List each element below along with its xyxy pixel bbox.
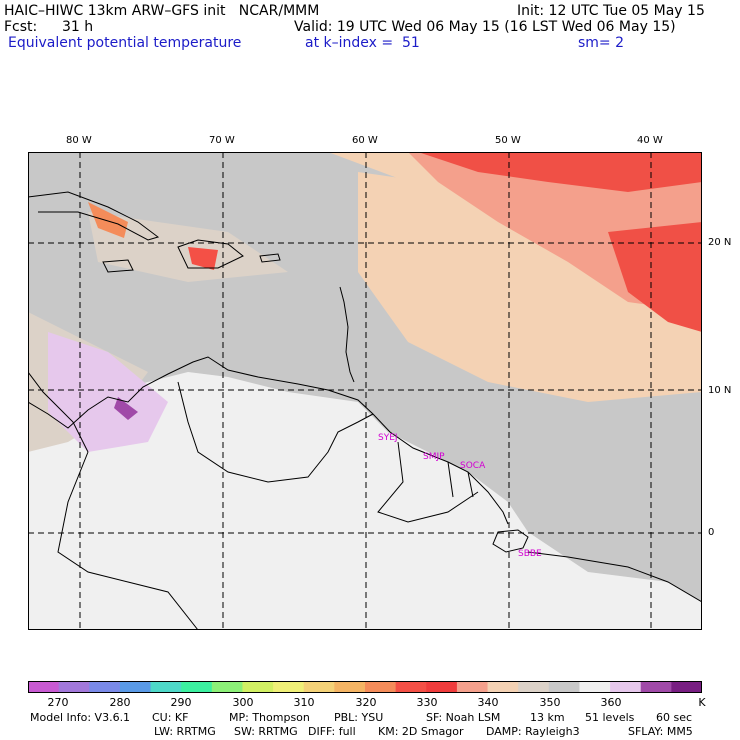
central-america-coast xyxy=(28,371,89,453)
cuba-coast xyxy=(28,191,160,241)
footer-pbl: PBL: YSU xyxy=(334,711,384,724)
color-bar-swatch xyxy=(89,681,121,693)
hispaniola-coast xyxy=(177,239,244,269)
footer-sw: SW: RRTMG xyxy=(234,725,298,738)
color-bar-frame xyxy=(28,681,702,693)
footer-timestep: 60 sec xyxy=(656,711,693,724)
color-bar-swatch xyxy=(395,681,427,693)
south-america-region xyxy=(28,372,702,630)
color-bar-swatch xyxy=(150,681,182,693)
lon-label-70w: 70 W xyxy=(209,135,235,146)
cbar-label-360: 360 xyxy=(600,696,622,709)
lat-label-20n: 20 N xyxy=(708,237,732,248)
color-bar-swatch xyxy=(273,681,305,693)
cbar-label-330: 330 xyxy=(416,696,438,709)
theta-e-band-365 xyxy=(114,397,138,420)
footer-mp: MP: Thompson xyxy=(229,711,310,724)
south-america-north-coast xyxy=(28,356,509,525)
lesser-antilles xyxy=(339,286,355,383)
footer-levels: 51 levels xyxy=(585,711,635,724)
footer-lw: LW: RRTMG xyxy=(154,725,216,738)
color-bar-swatch xyxy=(579,681,611,693)
color-bar-swatch xyxy=(365,681,397,693)
color-bar-swatch xyxy=(28,681,60,693)
venezuela-border xyxy=(177,381,374,483)
field-name: Equivalent potential temperature xyxy=(8,35,242,51)
color-bar-swatch xyxy=(426,681,458,693)
level-index: at k–index = 51 xyxy=(305,35,420,51)
coastlines xyxy=(28,191,702,630)
cuba-heat xyxy=(88,202,128,238)
color-bar-swatch xyxy=(242,681,274,693)
model-title: HAIC–HIWC 13km ARW–GFS init NCAR/MMM xyxy=(4,3,320,19)
lon-label-50w: 50 W xyxy=(495,135,521,146)
color-bar-swatch xyxy=(334,681,366,693)
forecast-label: Fcst: xyxy=(4,19,38,35)
lat-label-0: 0 xyxy=(708,527,715,538)
valid-time: Valid: 19 UTC Wed 06 May 15 (16 LST Wed … xyxy=(294,19,676,35)
footer-cu: CU: KF xyxy=(152,711,189,724)
station-sbbe: SBBE xyxy=(518,549,542,559)
color-bar-swatch xyxy=(610,681,642,693)
color-bar xyxy=(28,681,702,693)
station-smjp: SMJP xyxy=(423,452,445,462)
color-bar-swatch xyxy=(671,681,702,693)
forecast-hours: 31 h xyxy=(62,19,94,35)
color-bar-swatch xyxy=(58,681,90,693)
suriname-border xyxy=(447,461,474,498)
cbar-label-350: 350 xyxy=(539,696,561,709)
color-bar-swatch xyxy=(181,681,213,693)
theta-e-map: SYEJ SMJP SOCA SBBE xyxy=(28,152,702,630)
footer-sf: SF: Noah LSM xyxy=(426,711,501,724)
lon-label-60w: 60 W xyxy=(352,135,378,146)
colombia-border xyxy=(57,451,199,630)
station-syej: SYEJ xyxy=(378,433,398,443)
color-bar-swatch xyxy=(303,681,335,693)
color-bar-swatch xyxy=(518,681,550,693)
color-bar-swatch xyxy=(456,681,489,693)
hispaniola-heat xyxy=(188,247,218,270)
color-bar-swatch xyxy=(119,681,152,693)
smoothing-value: sm= 2 xyxy=(578,35,625,51)
init-time: Init: 12 UTC Tue 05 May 15 xyxy=(517,3,705,19)
lat-label-10n: 10 N xyxy=(708,385,732,396)
cbar-label-290: 290 xyxy=(170,696,192,709)
theta-e-band-330-north xyxy=(418,152,702,192)
theta-e-band-360 xyxy=(48,332,168,452)
color-bar-swatch xyxy=(640,681,672,693)
footer-resolution: 13 km xyxy=(530,711,565,724)
color-bar-swatch xyxy=(211,681,243,693)
lon-label-40w: 40 W xyxy=(637,135,663,146)
cbar-label-270: 270 xyxy=(47,696,69,709)
color-bar-swatch xyxy=(487,681,519,693)
guyana-border xyxy=(377,441,479,523)
amazon-delta-coast xyxy=(492,529,529,553)
station-soca: SOCA xyxy=(460,461,486,471)
footer-model-info: Model Info: V3.6.1 xyxy=(30,711,131,724)
color-bar-swatch xyxy=(548,681,580,693)
cbar-label-280: 280 xyxy=(109,696,131,709)
cbar-unit: K xyxy=(698,696,706,709)
footer-km: KM: 2D Smagor xyxy=(378,725,464,738)
lon-label-80w: 80 W xyxy=(66,135,92,146)
cbar-label-310: 310 xyxy=(293,696,315,709)
brazil-north-coast xyxy=(527,551,702,603)
cbar-label-340: 340 xyxy=(477,696,499,709)
footer-damp: DAMP: Rayleigh3 xyxy=(486,725,580,738)
station-labels: SYEJ SMJP SOCA SBBE xyxy=(378,433,542,559)
cbar-label-300: 300 xyxy=(232,696,254,709)
puerto-rico-coast xyxy=(259,253,281,263)
jamaica-coast xyxy=(102,259,134,273)
theta-e-band-330-east xyxy=(608,222,702,332)
footer-sflay: SFLAY: MM5 xyxy=(628,725,693,738)
map-frame xyxy=(28,152,702,630)
cbar-label-320: 320 xyxy=(355,696,377,709)
footer-diff: DIFF: full xyxy=(308,725,356,738)
